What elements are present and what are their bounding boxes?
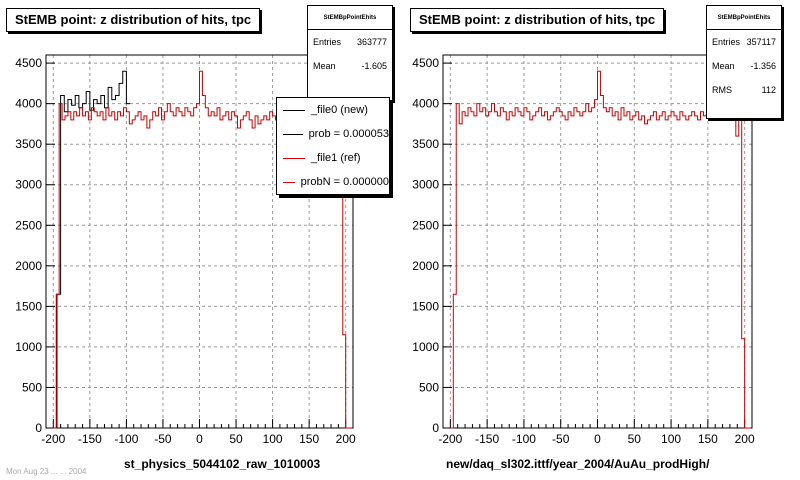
y-tick-label: 1500 [15,299,42,313]
x-tick-label: -150 [475,432,499,446]
right-stats-name: StEMBpPointEhits [707,6,781,30]
legend-label: probN = 0.000000 [300,176,389,188]
left-stats-value: -1.605 [361,61,387,71]
x-tick-label: -200 [438,432,462,446]
x-tick-label: -50 [154,432,172,446]
x-tick-label: 100 [661,432,681,446]
x-tick-label: 50 [229,432,243,446]
left-stats-value: 363777 [356,37,387,47]
right-stats-row-mean: Mean -1.356 [707,54,781,78]
y-tick-label: 2000 [15,259,42,273]
x-tick-label: -100 [512,432,536,446]
left-stats-label: Entries [313,37,342,47]
y-tick-label: 0 [35,421,42,435]
x-tick-label: 200 [336,432,356,446]
y-tick-label: 4500 [412,56,439,70]
legend-label: prob = 0.000053 [308,128,389,140]
x-tick-label: 200 [735,432,755,446]
legend-entry: _file0 (new) [277,98,389,122]
left-stats-row-entries: Entries 363777 [308,30,392,54]
y-tick-label: 500 [22,380,42,394]
y-tick-label: 1000 [412,340,439,354]
x-tick-label: 150 [299,432,319,446]
y-tick-label: 1500 [412,299,439,313]
y-tick-label: 2500 [15,218,42,232]
y-tick-label: 1000 [15,340,42,354]
legend-entry: _file1 (ref) [277,146,389,170]
x-tick-label: 0 [594,432,601,446]
left-x-axis-label: st_physics_5044102_raw_1010003 [124,457,321,471]
legend-line-ref [283,157,305,159]
x-tick-label: -150 [78,432,102,446]
x-tick-label: -50 [552,432,570,446]
right-stats-label: Entries [712,37,741,47]
right-stats-label: RMS [712,85,732,95]
right-stats-value: 357117 [746,37,776,47]
y-tick-label: 3500 [412,137,439,151]
x-tick-label: 0 [196,432,203,446]
x-tick-label: 150 [698,432,718,446]
right-chart-title: StEMB point: z distribution of hits, tpc [410,8,665,32]
x-tick-label: 50 [628,432,642,446]
right-stats-value: 112 [761,85,776,95]
y-tick-label: 3500 [15,137,42,151]
footer-timestamp: Mon Aug 23 ... ... 2004 [6,467,87,476]
left-stats-name: StEMBpPointEhits [308,6,392,30]
y-tick-label: 4000 [15,97,42,111]
right-stats-row-rms: RMS 112 [707,78,781,102]
legend-line-new [283,133,303,135]
y-tick-label: 4000 [412,97,439,111]
left-stats-row-mean: Mean -1.605 [308,54,392,78]
right-stats-box: StEMBpPointEhits Entries 357117 Mean -1.… [706,5,782,119]
y-tick-label: 4500 [15,56,42,70]
y-tick-label: 2500 [412,218,439,232]
legend-label: _file1 (ref) [311,152,361,164]
right-stats-row-entries: Entries 357117 [707,30,781,54]
left-stats-box: StEMBpPointEhits Entries 363777 Mean -1.… [307,5,393,101]
series-line-file0new [53,70,131,429]
y-tick-label: 3000 [412,178,439,192]
x-tick-label: -200 [41,432,65,446]
left-chart-title: StEMB point: z distribution of hits, tpc [6,8,261,32]
right-stats-label: Mean [712,61,735,71]
x-tick-label: 100 [263,432,283,446]
right-stats-value: -1.356 [750,61,776,71]
legend-entry: probN = 0.000000 [277,170,389,194]
y-tick-label: 2000 [412,259,439,273]
left-legend: _file0 (new) prob = 0.000053 _file1 (ref… [276,97,390,195]
legend-line-ref [283,181,295,183]
legend-label: _file0 (new) [311,104,368,116]
series-line-ref [450,70,751,429]
left-stats-label: Mean [313,61,336,71]
legend-line-new [283,109,305,111]
right-x-axis-label: new/daq_sl302.ittf/year_2004/AuAu_prodHi… [446,457,710,471]
legend-entry: prob = 0.000053 [277,122,389,146]
y-tick-label: 500 [419,380,439,394]
x-tick-label: -100 [114,432,138,446]
y-tick-label: 0 [432,421,439,435]
y-tick-label: 3000 [15,178,42,192]
